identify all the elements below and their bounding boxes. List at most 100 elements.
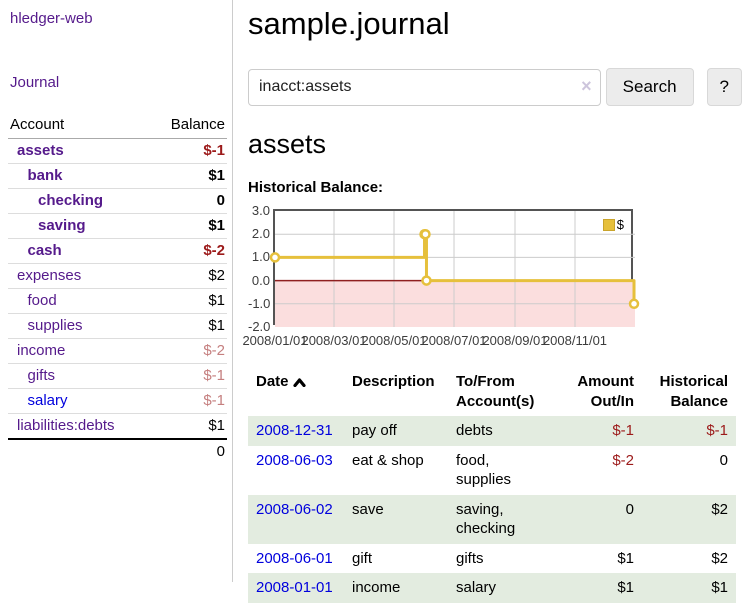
register-header-amount: Amount Out/In: [577, 373, 634, 410]
account-link[interactable]: gifts: [27, 367, 56, 384]
transaction-balance: $1: [642, 573, 736, 603]
transaction-date-cell: 2008-06-03: [248, 446, 344, 495]
register-header-date[interactable]: Date: [248, 367, 344, 416]
accounts-header-balance: Balance: [149, 112, 227, 139]
transaction-balance: $2: [711, 549, 728, 567]
account-link[interactable]: food: [27, 292, 57, 309]
account-name-cell: liabilities:debts: [8, 413, 150, 439]
register-header-accounts: To/From Account(s): [456, 373, 535, 410]
transaction-amount: $-2: [612, 451, 634, 469]
account-name-cell: bank: [8, 163, 150, 189]
y-axis-tick-label: 1.0: [251, 249, 270, 265]
account-name-cell: assets: [8, 139, 150, 164]
clear-search-icon[interactable]: ×: [581, 75, 592, 96]
transaction-date-cell: 2008-01-01: [248, 573, 344, 603]
x-axis-tick-label: 2008/01/01: [242, 333, 308, 348]
sidebar-item-journal[interactable]: Journal: [10, 74, 60, 91]
account-balance: $1: [149, 413, 227, 439]
account-row: salary $-1: [8, 388, 227, 414]
transaction-balance: $2: [642, 494, 736, 544]
chart-title: Historical Balance:: [248, 179, 384, 196]
transaction-accounts: debts: [448, 416, 554, 446]
register-header-balance: Historical Balance: [659, 373, 728, 410]
register-row: 2008-01-01 income salary $1 $1: [248, 573, 736, 603]
account-balance: $2: [149, 263, 227, 289]
transaction-date-link[interactable]: 2008-06-02: [256, 500, 333, 518]
account-link[interactable]: supplies: [27, 317, 83, 334]
transaction-date-link[interactable]: 2008-06-03: [256, 451, 333, 469]
sort-ascending-icon: [292, 373, 306, 393]
search-input[interactable]: [248, 68, 601, 106]
transaction-description: pay off: [344, 416, 448, 446]
account-balance: 0: [149, 188, 227, 214]
account-name-cell: salary: [8, 388, 150, 414]
x-axis-labels: 2008/01/01 2008/03/01 2008/05/01 2008/07/01…: [242, 333, 648, 349]
account-link[interactable]: cash: [27, 242, 62, 259]
accounts-header-row: Account Balance: [8, 112, 227, 139]
transaction-description: gift: [352, 549, 373, 567]
register-table: Date Description To/From Account(s) Amou…: [248, 367, 736, 603]
transaction-date-link[interactable]: 2008-12-31: [256, 422, 333, 439]
app-title-link[interactable]: hledger-web: [10, 10, 93, 27]
transaction-accounts: gifts: [456, 549, 484, 567]
account-link[interactable]: salary: [27, 392, 68, 409]
account-row: expenses $2: [8, 263, 227, 289]
y-axis-tick-label: 3.0: [251, 203, 270, 218]
accounts-table: Account Balance assets $-1 bank $1 checking 0…: [8, 112, 227, 464]
sidebar: hledger-web Journal Account Balance asse…: [0, 0, 233, 582]
account-link[interactable]: saving: [38, 217, 86, 234]
account-row: liabilities:debts $1: [8, 413, 227, 439]
register-row: 2008-12-31 pay off debts $-1 $-1: [248, 416, 736, 446]
account-link[interactable]: bank: [27, 167, 63, 184]
help-button[interactable]: ?: [706, 68, 742, 106]
account-name-cell: income: [8, 338, 150, 364]
y-axis-tick-label: 0.0: [251, 272, 270, 288]
transaction-amount: $-1: [554, 416, 642, 446]
y-axis-tick-label: -2.0: [248, 319, 271, 334]
account-balance: $-2: [149, 238, 227, 264]
account-balance: $1: [149, 163, 227, 189]
transaction-date-link[interactable]: 2008-06-01: [256, 549, 333, 567]
accounts-total-value: 0: [149, 438, 227, 464]
x-axis-tick-label: 2008/03/01: [301, 333, 367, 348]
chart-plot-area: $: [269, 209, 640, 327]
transaction-balance: $-1: [642, 416, 736, 446]
account-row: cash $-2: [8, 238, 227, 264]
account-row: assets $-1: [8, 139, 227, 164]
transaction-description: eat & shop: [352, 451, 424, 469]
account-name-cell: expenses: [8, 263, 150, 289]
account-link[interactable]: income: [17, 342, 66, 359]
legend-swatch-icon: [602, 218, 615, 231]
legend-label: $: [616, 217, 624, 232]
search-button[interactable]: Search: [605, 68, 694, 106]
register-row: 2008-06-01 gift gifts $1 $2: [248, 544, 736, 574]
transaction-date-cell: 2008-06-02: [248, 494, 344, 544]
x-axis-tick-label: 2008/05/01: [361, 333, 427, 348]
historical-balance-chart: $ 3.0 2.0 1.0 0.0 -1.0 -2.0 2008/01/01 2008/03…: [242, 203, 648, 349]
account-row: income $-2: [8, 338, 227, 364]
accounts-total-row: 0: [8, 438, 227, 464]
register-row: 2008-06-03 eat & shop food, supplies $-2 0: [248, 446, 736, 495]
account-link[interactable]: checking: [38, 192, 104, 209]
account-balance: $1: [149, 288, 227, 314]
account-row: supplies $1: [8, 313, 227, 339]
x-axis-tick-label: 2008/07/01: [421, 333, 487, 348]
register-header-row: Date Description To/From Account(s) Amou…: [248, 367, 736, 416]
account-link[interactable]: expenses: [17, 267, 82, 284]
account-row: bank $1: [8, 163, 227, 189]
transaction-balance: 0: [719, 451, 728, 469]
transaction-date-cell: 2008-12-31: [248, 416, 344, 446]
account-link[interactable]: assets: [17, 142, 64, 159]
account-name-cell: food: [8, 288, 150, 314]
account-row: saving $1: [8, 213, 227, 239]
x-axis-tick-label: 2008/11/01: [542, 333, 608, 348]
account-row: checking 0: [8, 188, 227, 214]
transaction-description: save: [344, 494, 448, 544]
account-heading: assets: [248, 129, 327, 159]
account-row: gifts $-1: [8, 363, 227, 389]
transaction-description: income: [344, 573, 448, 603]
search-form: × Search ?: [248, 68, 742, 106]
account-name-cell: checking: [8, 188, 150, 214]
register-row: 2008-06-02 save saving, checking 0 $2: [248, 494, 736, 544]
account-link[interactable]: liabilities:debts: [17, 417, 115, 434]
